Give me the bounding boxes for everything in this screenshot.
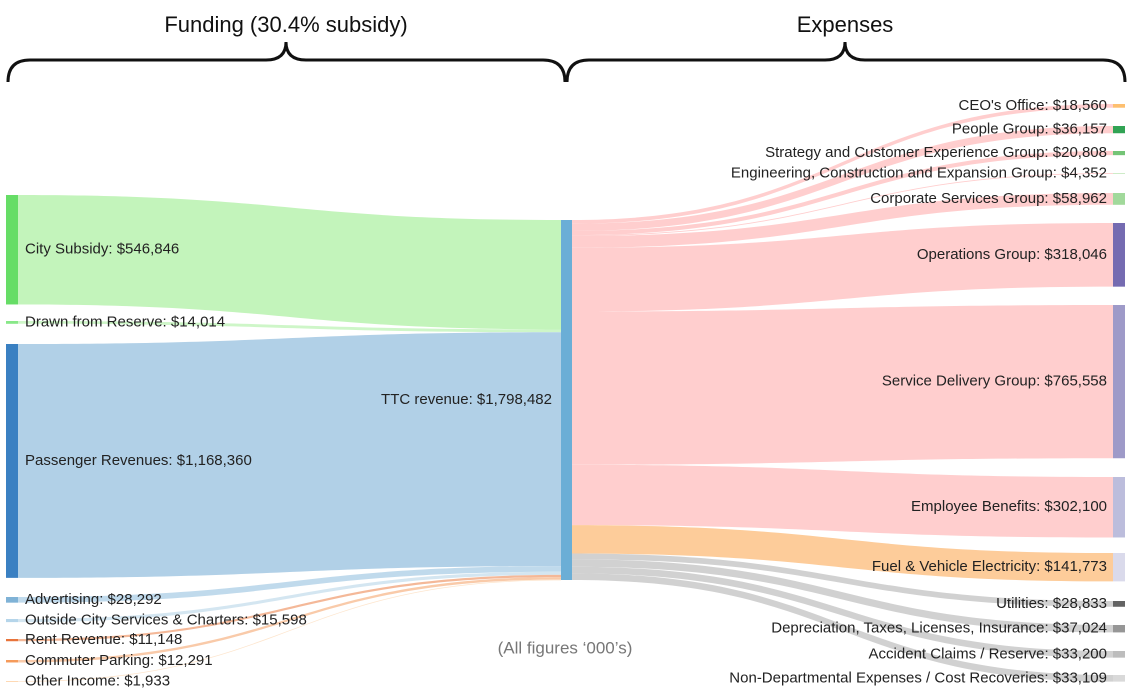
source-label: Other Income: $1,933 [25, 672, 170, 689]
source-label: Commuter Parking: $12,291 [25, 652, 213, 669]
source-node [6, 619, 18, 623]
flow-link [18, 566, 561, 603]
hub-node [561, 220, 572, 580]
target-label: Non-Departmental Expenses / Cost Recover… [729, 669, 1107, 686]
funding-header: Funding (30.4% subsidy) [164, 12, 407, 37]
target-node [1113, 173, 1125, 174]
flow-link [572, 305, 1113, 465]
target-node [1113, 104, 1125, 108]
target-node [1113, 477, 1125, 538]
source-label: Rent Revenue: $11,148 [25, 631, 182, 648]
source-node [6, 660, 18, 663]
flow-link [572, 173, 1113, 236]
target-node [1113, 601, 1125, 607]
target-label: Operations Group: $318,046 [917, 246, 1107, 263]
source-node [6, 681, 18, 682]
source-node [6, 344, 18, 578]
flow-link [572, 104, 1113, 224]
flow-link [18, 577, 561, 663]
funding-brace [6, 41, 567, 83]
target-label: Corporate Services Group: $58,962 [870, 190, 1107, 207]
target-node [1113, 193, 1125, 205]
hub-label: TTC revenue: $1,798,482 [381, 391, 552, 408]
target-node [1113, 553, 1125, 582]
target-label: People Group: $36,157 [952, 121, 1107, 138]
source-node [6, 597, 18, 603]
target-label: Service Delivery Group: $765,558 [882, 373, 1107, 390]
flow-link [18, 321, 561, 333]
target-label: Fuel & Vehicle Electricity: $141,773 [872, 558, 1107, 575]
target-label: Utilities: $28,833 [996, 595, 1107, 612]
source-label: Advertising: $28,292 [25, 591, 162, 608]
flow-link [18, 195, 561, 330]
target-node [1113, 305, 1125, 459]
flow-link [572, 559, 1113, 633]
flow-link [18, 579, 561, 682]
target-label: Strategy and Customer Experience Group: … [765, 144, 1107, 161]
target-node [1113, 126, 1125, 134]
target-label: Depreciation, Taxes, Licenses, Insurance… [771, 620, 1107, 637]
target-label: CEO's Office: $18,560 [959, 97, 1108, 114]
flow-link [18, 574, 561, 642]
source-node [6, 195, 18, 305]
source-label: Passenger Revenues: $1,168,360 [25, 452, 252, 469]
flow-link [572, 193, 1113, 248]
units-note: (All figures ‘000’s) [498, 638, 633, 657]
source-label: City Subsidy: $546,846 [25, 241, 179, 258]
flow-link [572, 566, 1113, 658]
flow-link [572, 573, 1113, 682]
flow-link [18, 332, 561, 578]
target-node [1113, 675, 1125, 682]
source-node [6, 639, 18, 642]
flow-link [572, 126, 1113, 231]
flow-link [572, 464, 1113, 538]
flow-link [572, 553, 1113, 607]
flow-link [18, 571, 561, 623]
target-label: Accident Claims / Reserve: $33,200 [869, 645, 1107, 662]
target-node [1113, 625, 1125, 633]
expenses-brace [565, 41, 1127, 83]
target-node [1113, 651, 1125, 658]
source-label: Outside City Services & Charters: $15,59… [25, 612, 307, 629]
flow-link [572, 525, 1113, 582]
source-node [6, 321, 18, 324]
target-label: Engineering, Construction and Expansion … [731, 164, 1107, 181]
target-node [1113, 223, 1125, 287]
target-label: Employee Benefits: $302,100 [911, 498, 1107, 515]
flow-link [572, 151, 1113, 236]
source-label: Drawn from Reserve: $14,014 [25, 313, 225, 330]
expenses-header: Expenses [797, 12, 894, 37]
target-node [1113, 151, 1125, 156]
flow-link [572, 223, 1113, 312]
